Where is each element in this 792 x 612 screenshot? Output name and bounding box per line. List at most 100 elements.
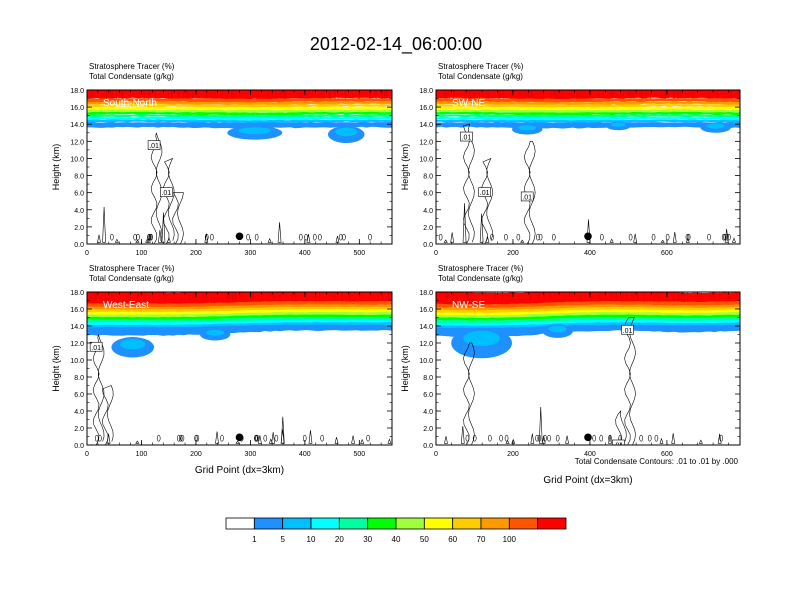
tracer-streak (341, 292, 343, 301)
contour-line (608, 434, 612, 442)
y-tick-label: 10.0 (419, 358, 433, 365)
tracer-streak (677, 90, 679, 99)
tracer-streak (629, 90, 631, 99)
contour-line (608, 435, 612, 444)
tracer-streak (95, 292, 97, 301)
tracer-streak (633, 292, 635, 301)
panel-sw-ne: Stratosphere Tracer (%)Total Condensate … (400, 62, 741, 257)
tracer-patch (205, 329, 225, 336)
tracer-streak (221, 90, 223, 99)
tracer-streak (678, 292, 680, 301)
tracer-streak (352, 90, 354, 99)
tracer-band (436, 324, 740, 338)
contour-line (719, 434, 724, 442)
contour-line (204, 233, 209, 243)
plot-area: .01 .01 (436, 292, 740, 445)
contour-line (334, 437, 339, 444)
tracer-streak (385, 90, 387, 99)
tracer-streak (189, 292, 191, 301)
contour-line (672, 232, 677, 243)
contour-line (274, 434, 279, 442)
tracer-band (87, 101, 392, 106)
contour-line (504, 233, 508, 241)
contour-line (651, 233, 656, 241)
contour-line (530, 433, 535, 444)
tracer-streak (550, 90, 552, 99)
tracer-streak (171, 90, 173, 99)
contour-line (338, 233, 343, 241)
x-tick-label: 400 (584, 451, 596, 458)
contour-line (368, 233, 372, 241)
tracer-streak (240, 292, 242, 301)
tracer-streak (295, 292, 297, 301)
tracer-streak (578, 90, 580, 99)
tracer-patch (335, 127, 358, 137)
tracer-streak (558, 90, 560, 99)
tracer-streak (656, 292, 658, 301)
tracer-streak (585, 90, 587, 99)
tracer-streak (382, 292, 384, 301)
contour-line (490, 233, 494, 241)
tracer-streak (113, 292, 115, 301)
tracer-streak (599, 292, 601, 301)
contour-line (504, 434, 509, 442)
tracer-streak (557, 292, 559, 301)
tracer-streak (563, 292, 565, 301)
contour-line (335, 235, 340, 243)
tracer-streak (353, 292, 355, 301)
panel-label: West-East (103, 300, 149, 311)
tracer-streak (696, 292, 698, 301)
tracer-streak (447, 292, 449, 301)
tracer-streak (659, 292, 661, 301)
tracer-streak (614, 292, 616, 301)
tracer-streak (91, 90, 93, 99)
tracer-streak (610, 292, 612, 301)
y-tick-label: 16.0 (70, 307, 84, 314)
tracer-streak (478, 90, 480, 99)
contour-line (150, 132, 163, 244)
contour-line (210, 233, 214, 241)
panel-header-condensate: Total Condensate (g/kg) (89, 72, 174, 81)
tracer-streak (257, 90, 259, 99)
y-tick-label: 2.0 (74, 225, 84, 232)
tracer-streak (643, 292, 645, 301)
contour-label: .01 (161, 190, 171, 197)
tracer-streak (709, 292, 711, 301)
tracer-streak (280, 292, 282, 301)
tracer-streak (180, 292, 182, 301)
tracer-band (87, 98, 392, 103)
tracer-streak (467, 292, 469, 301)
tracer-streak (268, 90, 270, 99)
contour-line (147, 233, 152, 241)
contour-line (727, 233, 731, 241)
tracer-streak (445, 90, 447, 99)
panels: Stratosphere Tracer (%)Total Condensate … (51, 62, 741, 486)
plot-area: .01 .01 (87, 90, 392, 244)
contour-line (472, 434, 477, 442)
tracer-streak (192, 90, 194, 99)
tracer-streak (170, 90, 172, 99)
tracer-streak (494, 292, 496, 301)
colorbar-label: 10 (307, 535, 316, 544)
contour-line (145, 238, 150, 243)
tracer-streak (361, 292, 363, 301)
tracer-streak (376, 90, 378, 99)
tracer-streak (205, 292, 207, 301)
tracer-streak (686, 292, 688, 301)
tracer-streak (467, 292, 469, 301)
tracer-streak (253, 292, 255, 301)
tracer-band (87, 324, 392, 336)
tracer-streak (138, 292, 140, 301)
contour-line (538, 233, 543, 241)
tracer-streak (315, 292, 317, 301)
contour-line (135, 239, 140, 243)
colorbar-label: 20 (335, 535, 344, 544)
contour-line (505, 439, 510, 444)
contour-line (102, 385, 114, 445)
tracer-streak (279, 292, 281, 301)
tracer-band (436, 114, 740, 119)
tracer-streak (645, 90, 647, 99)
tracer-streak (572, 90, 574, 99)
panel-label: NW-SE (452, 300, 485, 311)
tracer-streak (453, 292, 455, 301)
